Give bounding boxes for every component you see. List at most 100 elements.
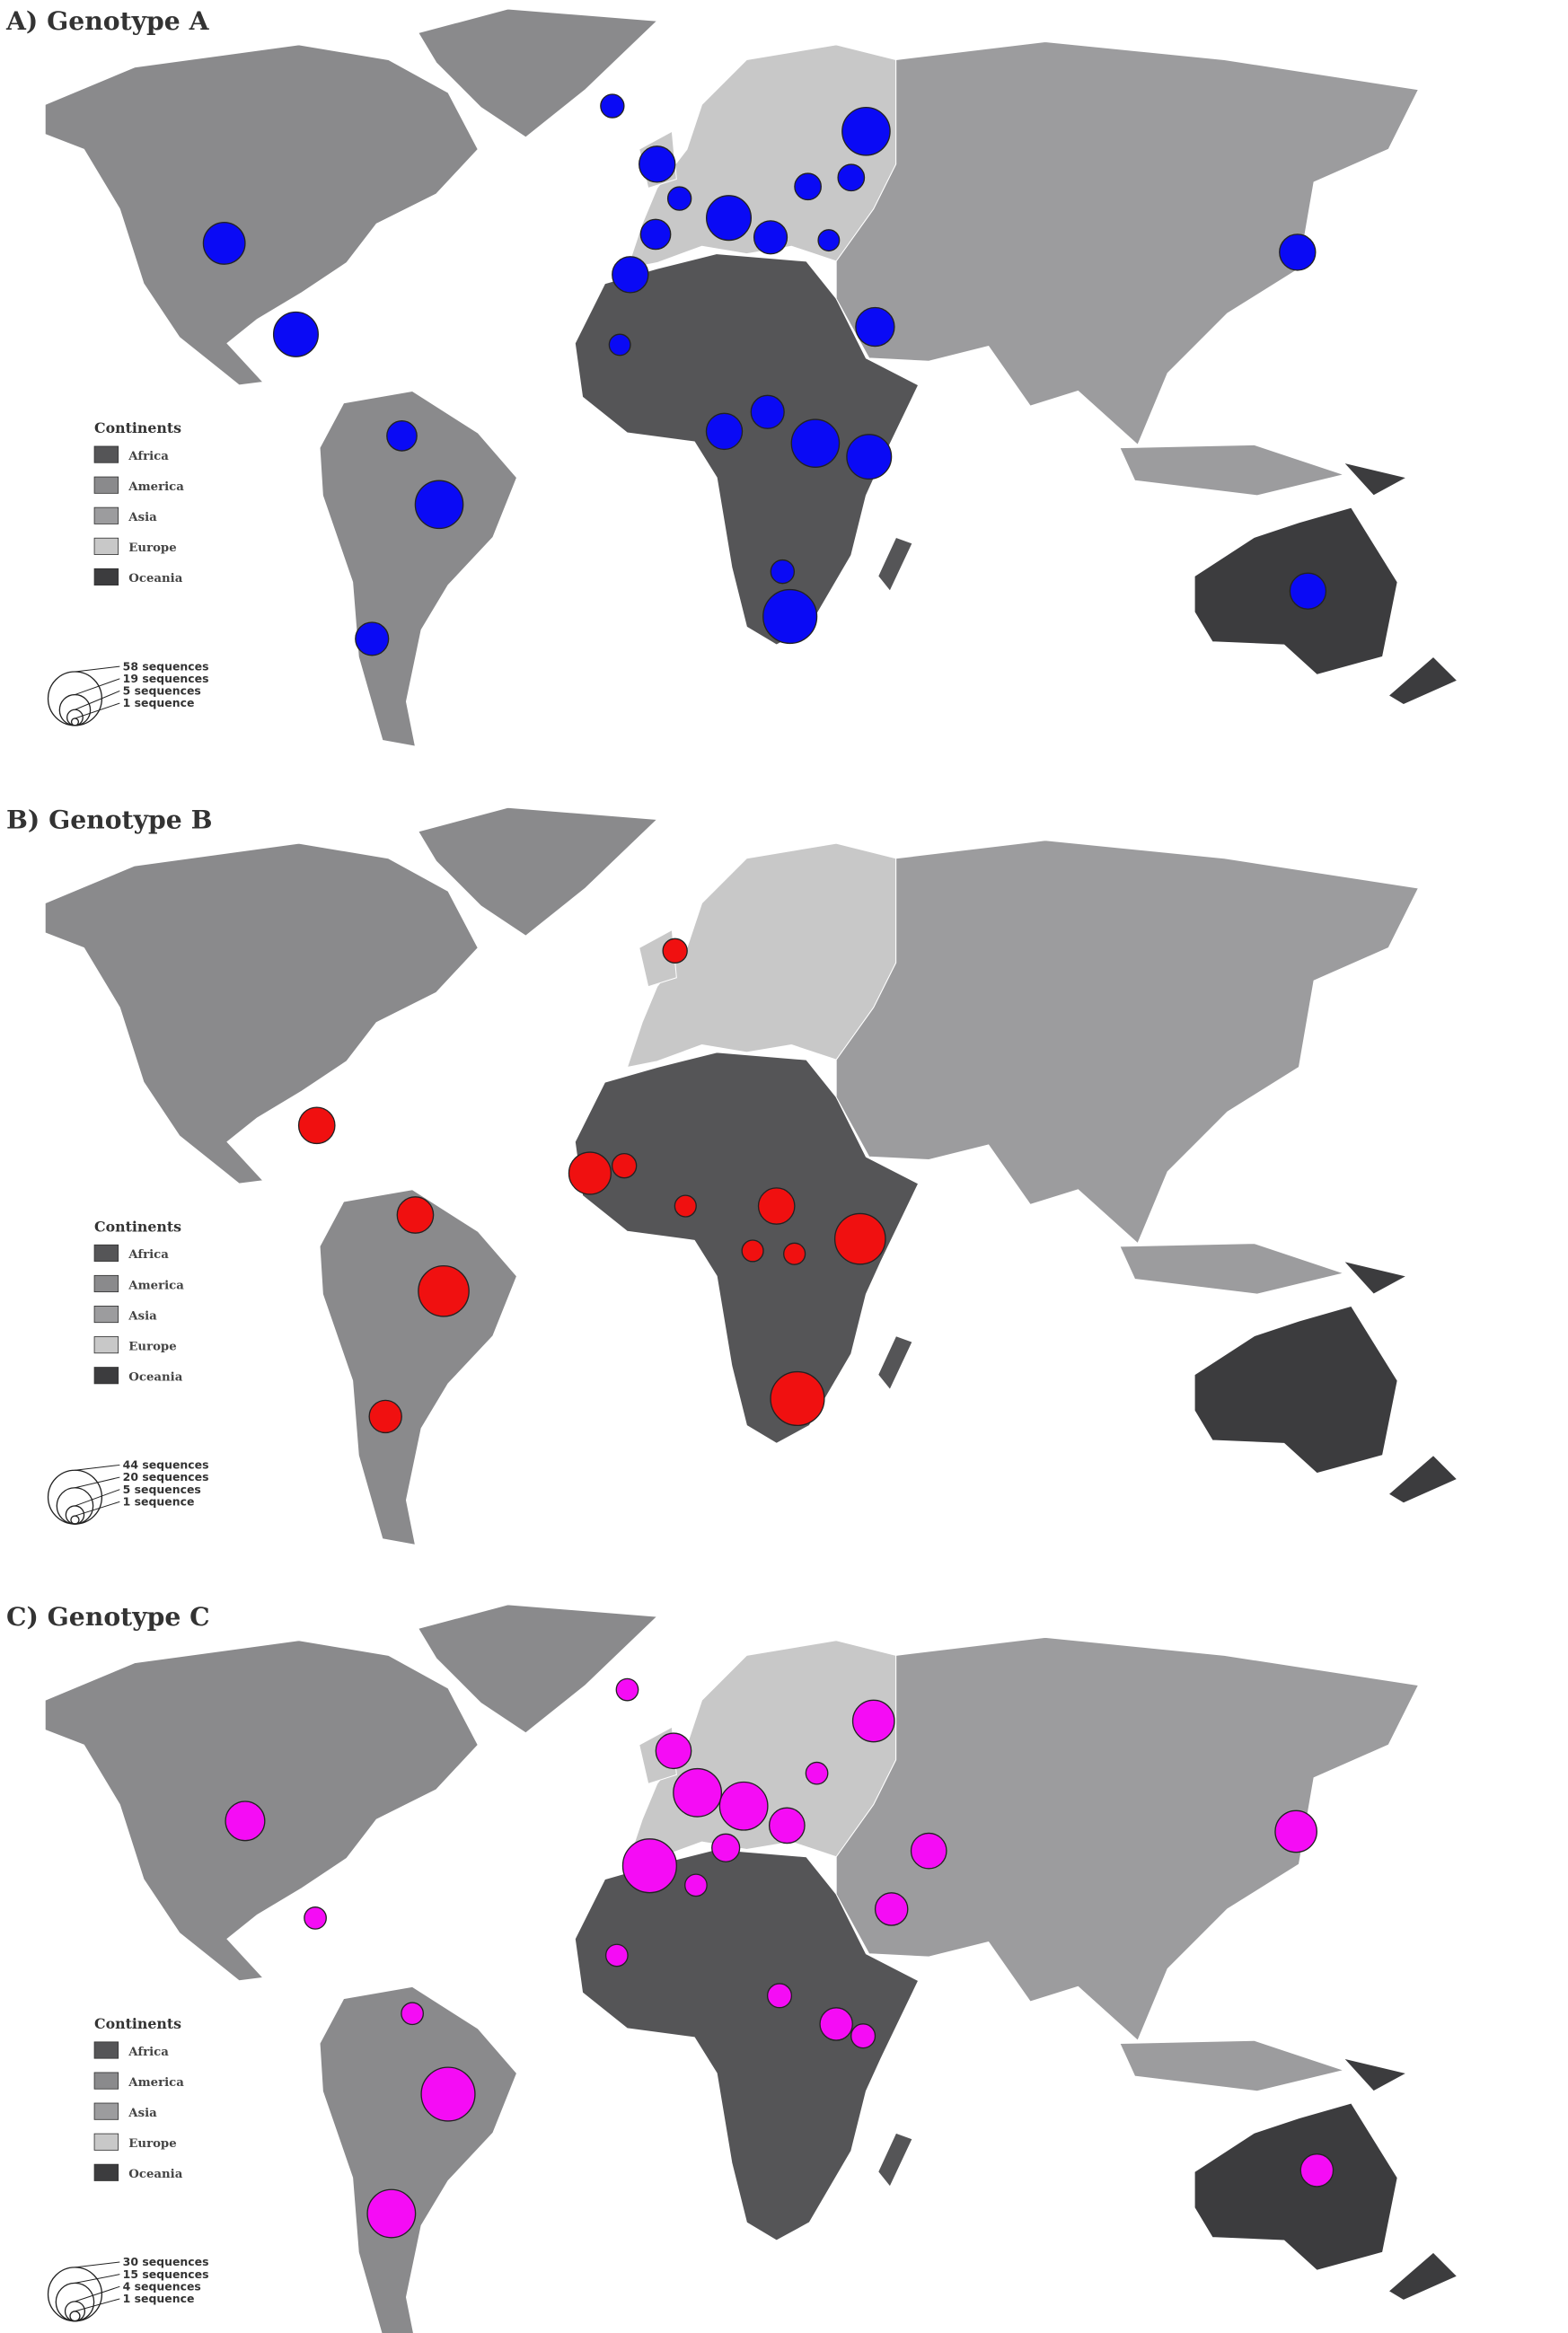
legend-swatch [93,476,119,494]
bubble [662,938,688,964]
bubble [783,1242,806,1265]
panel: A) Genotype A Continents Africa America Asia… [5,5,1458,747]
bubble [741,1239,764,1263]
continent-shape [835,1636,1420,2042]
legend-swatch [93,1305,119,1324]
size-legend-circle [55,2282,95,2322]
continent-shape [1119,444,1346,497]
size-legend-label: 44 sequences [123,1458,209,1472]
continent-shape [1387,1454,1458,1504]
legend-title: Continents [94,419,181,436]
bubble [718,1781,769,1831]
size-legend-label: 4 sequences [123,2279,201,2293]
bubble [705,195,753,242]
size-legend-label: 19 sequences [123,672,209,685]
legend-swatch [93,2041,119,2059]
bubble [817,229,841,252]
size-legend-circle [47,2267,103,2322]
legend-label: Europe [128,1340,176,1353]
bubble [684,1873,708,1897]
size-legend-leader [75,2274,120,2284]
legend-title: Continents [94,2015,181,2032]
world-map [44,8,1458,747]
bubble [850,2023,876,2049]
continent-shape [319,390,518,747]
size-legend-label: 30 sequences [123,2255,209,2268]
continent-shape [1387,2251,1458,2301]
bubble [418,1264,470,1317]
bubble [608,333,631,357]
legend-swatch [93,2072,119,2090]
bubble [420,2066,476,2122]
continent-shape [1119,2039,1346,2092]
size-legend-leader [75,690,120,710]
continent-shape [319,1985,518,2333]
bubble [711,1833,741,1862]
continent-shape [1194,1305,1398,1475]
continent-shape [44,44,479,386]
bubble [837,163,866,192]
continent-shape [44,842,479,1184]
legend-label: Oceania [128,572,182,585]
bubble [304,1906,327,1930]
size-legend-circle [65,1505,85,1525]
size-legend-label: 58 sequences [123,659,209,673]
continent-shape [1387,656,1458,706]
continent-shape [417,8,658,138]
bubble [1299,2153,1335,2188]
bubble [855,306,895,348]
size-legend-leader [75,665,120,673]
size-legend-circle [47,671,103,726]
legend-label: Africa [128,2046,169,2059]
bubble [768,1807,806,1844]
legend-swatch [93,568,119,585]
bubble [297,1106,336,1145]
bubble [639,218,672,251]
legend-label: Oceania [128,2168,182,2181]
bubble [766,1983,793,2009]
legend-swatch [93,1367,119,1385]
bubble [841,106,891,156]
size-legend-leader [75,1489,120,1507]
bubble [272,311,319,357]
size-legend-label: 20 sequences [123,1470,209,1483]
bubble [819,2007,853,2041]
bubble [750,394,785,429]
size-legend-circle [66,709,84,726]
continent-shape [877,1335,913,1391]
continent-shape [574,253,920,646]
legend-label: Europe [128,541,176,555]
bubble [612,256,649,294]
bubble [705,412,744,451]
size-legend-label: 15 sequences [123,2267,209,2281]
bubble [600,93,625,119]
bubble [639,145,676,183]
continent-shape [835,840,1420,1245]
continent-shape [1119,1243,1346,1295]
legend-swatch [93,1336,119,1354]
bubble [604,1943,629,1968]
size-legend-label: 1 sequence [123,2292,195,2305]
bubble [805,1761,829,1785]
legend-label: Africa [128,450,169,463]
world-map [44,806,1458,1545]
continent-shape [1194,2102,1398,2271]
bubble [874,1892,909,1926]
continent-shape [835,41,1420,446]
size-legend-circle [70,1515,80,1525]
bubble [225,1800,266,1842]
size-legend-label: 5 sequences [123,1483,201,1496]
size-legend-label: 5 sequences [123,684,201,698]
bubble [770,559,796,585]
bubble [414,480,464,530]
panel-title: A) Genotype A [5,5,210,36]
size-legend-label: 1 sequence [123,696,195,709]
continent-shape [1342,1260,1408,1295]
size-legend-label: 1 sequence [123,1494,195,1508]
bubble [1289,572,1327,610]
size-legend-leader [75,1501,120,1517]
bubble [202,222,246,265]
panel-title: C) Genotype C [6,1601,210,1632]
continent-shape [417,806,658,937]
